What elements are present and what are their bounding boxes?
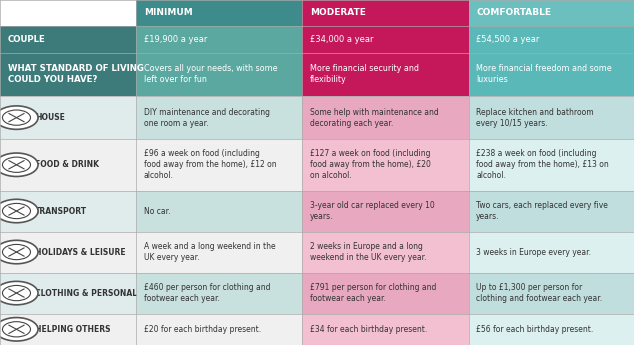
Text: WHAT STANDARD OF LIVING
COULD YOU HAVE?: WHAT STANDARD OF LIVING COULD YOU HAVE? — [8, 65, 143, 85]
Circle shape — [0, 199, 38, 223]
Bar — [469, 26, 634, 52]
Bar — [136, 52, 302, 96]
Text: Covers all your needs, with some
left over for fun: Covers all your needs, with some left ov… — [144, 65, 278, 85]
Text: 3-year old car replaced every 10
years.: 3-year old car replaced every 10 years. — [310, 201, 435, 221]
Text: £19,900 a year: £19,900 a year — [144, 34, 207, 43]
Bar — [0, 96, 136, 139]
Bar — [136, 231, 302, 273]
Text: £238 a week on food (including
food away from the home), £13 on
alcohol.: £238 a week on food (including food away… — [476, 149, 609, 180]
Circle shape — [0, 281, 38, 305]
Bar — [469, 273, 634, 314]
Bar — [0, 52, 136, 96]
Circle shape — [0, 317, 38, 341]
Bar — [136, 273, 302, 314]
Text: More financial freedom and some
luxuries: More financial freedom and some luxuries — [476, 65, 612, 85]
Text: Some help with maintenance and
decorating each year.: Some help with maintenance and decoratin… — [310, 108, 439, 128]
Bar — [136, 96, 302, 139]
Text: £34,000 a year: £34,000 a year — [310, 34, 373, 43]
Text: MINIMUM: MINIMUM — [144, 8, 193, 17]
Bar — [136, 26, 302, 52]
Text: More financial security and
flexibility: More financial security and flexibility — [310, 65, 419, 85]
Text: A week and a long weekend in the
UK every year.: A week and a long weekend in the UK ever… — [144, 242, 276, 262]
Text: TRANSPORT: TRANSPORT — [35, 207, 87, 216]
Bar — [469, 190, 634, 231]
Circle shape — [0, 153, 38, 177]
Bar — [302, 231, 469, 273]
Text: £791 per person for clothing and
footwear each year.: £791 per person for clothing and footwea… — [310, 283, 436, 303]
Bar — [469, 96, 634, 139]
Text: £96 a week on food (including
food away from the home), £12 on
alcohol.: £96 a week on food (including food away … — [144, 149, 276, 180]
Bar — [302, 52, 469, 96]
Bar — [469, 139, 634, 190]
Text: CLOTHING & PERSONAL: CLOTHING & PERSONAL — [35, 288, 137, 298]
Text: £127 a week on food (including
food away from the home), £20
on alcohol.: £127 a week on food (including food away… — [310, 149, 431, 180]
Text: HOLIDAYS & LEISURE: HOLIDAYS & LEISURE — [35, 248, 126, 257]
Text: Up to £1,300 per person for
clothing and footwear each year.: Up to £1,300 per person for clothing and… — [476, 283, 602, 303]
Bar — [136, 314, 302, 345]
Bar — [302, 96, 469, 139]
Bar — [0, 273, 136, 314]
Bar — [136, 0, 302, 26]
Text: £20 for each birthday present.: £20 for each birthday present. — [144, 325, 261, 334]
Text: No car.: No car. — [144, 207, 171, 216]
Text: FOOD & DRINK: FOOD & DRINK — [35, 160, 99, 169]
Bar — [0, 231, 136, 273]
Bar — [0, 190, 136, 231]
Bar — [136, 190, 302, 231]
Bar — [302, 314, 469, 345]
Text: 2 weeks in Europe and a long
weekend in the UK every year.: 2 weeks in Europe and a long weekend in … — [310, 242, 427, 262]
Text: Replace kitchen and bathroom
every 10/15 years.: Replace kitchen and bathroom every 10/15… — [476, 108, 594, 128]
Text: COUPLE: COUPLE — [8, 34, 46, 43]
Bar — [302, 26, 469, 52]
Bar — [469, 0, 634, 26]
Bar — [302, 190, 469, 231]
Bar — [0, 139, 136, 190]
Bar — [469, 52, 634, 96]
Bar — [0, 0, 136, 26]
Text: £54,500 a year: £54,500 a year — [476, 34, 540, 43]
Text: COMFORTABLE: COMFORTABLE — [476, 8, 551, 17]
Bar — [302, 273, 469, 314]
Text: £34 for each birthday present.: £34 for each birthday present. — [310, 325, 427, 334]
Circle shape — [0, 240, 38, 264]
Bar — [469, 314, 634, 345]
Text: £460 per person for clothing and
footwear each year.: £460 per person for clothing and footwea… — [144, 283, 271, 303]
Text: HOUSE: HOUSE — [35, 113, 65, 122]
Text: £56 for each birthday present.: £56 for each birthday present. — [476, 325, 593, 334]
Text: DIY maintenance and decorating
one room a year.: DIY maintenance and decorating one room … — [144, 108, 270, 128]
Bar — [0, 314, 136, 345]
Text: HELPING OTHERS: HELPING OTHERS — [35, 325, 110, 334]
Text: MODERATE: MODERATE — [310, 8, 366, 17]
Bar — [302, 0, 469, 26]
Text: 3 weeks in Europe every year.: 3 weeks in Europe every year. — [476, 248, 591, 257]
Circle shape — [0, 106, 38, 129]
Text: Two cars, each replaced every five
years.: Two cars, each replaced every five years… — [476, 201, 608, 221]
Bar — [469, 231, 634, 273]
Bar — [136, 139, 302, 190]
Bar — [0, 26, 136, 52]
Bar — [302, 139, 469, 190]
